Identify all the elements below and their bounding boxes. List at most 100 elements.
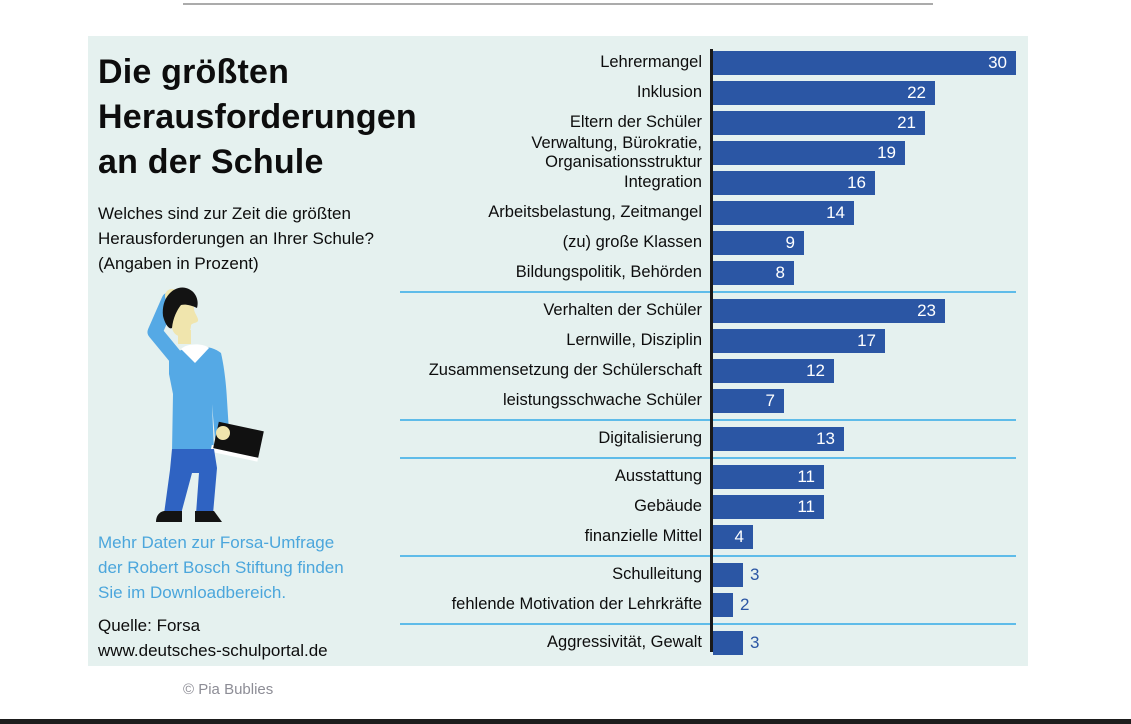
bar-chart: Lehrermangel 30 Inklusion 22 Eltern der Schü… <box>88 48 1028 660</box>
bar-area: 3 <box>710 628 1028 658</box>
bar-value: 16 <box>847 173 866 192</box>
bar: 11 <box>713 495 824 519</box>
bar: 17 <box>713 329 885 353</box>
bar-row: Schulleitung 3 <box>88 560 1028 590</box>
bar-area: 11 <box>710 462 1028 492</box>
bar-label: Lehrermangel <box>600 53 702 72</box>
bar-label: leistungsschwache Schüler <box>502 391 702 410</box>
bar-area: 3 <box>710 560 1028 590</box>
pants-shape <box>164 449 217 514</box>
infographic-title: Die größten Herausforderungen an der Sch… <box>98 53 417 181</box>
bar-label: Zusammensetzung der Schülerschaft <box>428 361 702 380</box>
bar-row: Verwaltung, Bürokratie, Organisationsstr… <box>88 134 1028 171</box>
bar: 11 <box>713 465 824 489</box>
bar-row: Verhalten der Schüler 23 <box>88 296 1028 326</box>
bar <box>713 631 743 655</box>
neck-shape <box>178 330 191 344</box>
bar-label: Integration <box>624 173 702 192</box>
bar-label: Gebäude <box>634 497 702 516</box>
bottom-window-edge <box>0 719 1131 724</box>
bar-row: Inklusion 22 <box>88 78 1028 108</box>
bar: 30 <box>713 51 1016 75</box>
person-scratching-head-illustration <box>147 287 264 522</box>
group-divider-line <box>400 457 1016 459</box>
bar-area: 17 <box>710 326 1028 356</box>
bar-value: 11 <box>797 497 815 516</box>
bar-row: Gebäude 11 <box>88 492 1028 522</box>
bar-row: leistungsschwache Schüler 7 <box>88 386 1028 416</box>
bar-label: finanzielle Mittel <box>584 527 702 546</box>
group-divider-line <box>400 623 1016 625</box>
bar-value: 3 <box>750 565 760 584</box>
bar <box>713 563 743 587</box>
bar-value: 21 <box>897 113 916 132</box>
bar-label: Lernwille, Disziplin <box>566 331 702 350</box>
group-divider-line <box>400 419 1016 421</box>
bar-label: Aggressivität, Gewalt <box>547 633 702 652</box>
bar-label: Ausstattung <box>614 467 702 486</box>
bar-value: 9 <box>785 233 795 252</box>
chart-rows: Lehrermangel 30 Inklusion 22 Eltern der Schü… <box>88 48 1028 658</box>
bar: 16 <box>713 171 875 195</box>
bar-area: 22 <box>710 78 1028 108</box>
collar-shape <box>181 344 209 363</box>
bar-label: Verhalten der Schüler <box>543 301 702 320</box>
bar-row: Eltern der Schüler 21 <box>88 108 1028 138</box>
bar-row: Ausstattung 11 <box>88 462 1028 492</box>
bar-row: Arbeitsbelastung, Zeitmangel 14 <box>88 198 1028 228</box>
infographic-card: Die größten Herausforderungen an der Sch… <box>88 36 1028 666</box>
bar-label: Eltern der Schüler <box>569 113 702 132</box>
bar-value: 7 <box>765 391 775 410</box>
bar-value: 2 <box>740 595 750 614</box>
hair-shape <box>162 287 198 329</box>
bar-label: Inklusion <box>636 83 702 102</box>
bar-row: Integration 16 <box>88 168 1028 198</box>
bar: 19 <box>713 141 905 165</box>
bar-value: 8 <box>775 263 785 282</box>
infographic-subtitle: Welches sind zur Zeit die größten Heraus… <box>98 204 374 273</box>
bar-area: 8 <box>710 258 1028 288</box>
bar-value: 4 <box>734 527 744 546</box>
bar-area: 19 <box>710 138 1028 168</box>
bar-area: 14 <box>710 198 1028 228</box>
bar-row: finanzielle Mittel 4 <box>88 522 1028 552</box>
bar-row: Lehrermangel 30 <box>88 48 1028 78</box>
bar-area: 12 <box>710 356 1028 386</box>
chart-axis-line <box>710 49 713 652</box>
bar: 8 <box>713 261 794 285</box>
source-text: Quelle: Forsa www.deutsches-schulportal.… <box>98 616 328 660</box>
top-divider-line <box>183 3 933 5</box>
bar-row: Bildungspolitik, Behörden 8 <box>88 258 1028 288</box>
bar <box>713 593 733 617</box>
bar: 14 <box>713 201 854 225</box>
bar-value: 12 <box>806 361 825 380</box>
bar: 12 <box>713 359 834 383</box>
bar-label: Verwaltung, Bürokratie, Organisationsstr… <box>531 133 702 171</box>
bar-value: 19 <box>877 143 896 162</box>
bar-row: fehlende Motivation der Lehrkräfte 2 <box>88 590 1028 620</box>
bar: 23 <box>713 299 945 323</box>
bar-row: Zusammensetzung der Schülerschaft 12 <box>88 356 1028 386</box>
book-hand-shape <box>216 426 230 440</box>
bar-label: Bildungspolitik, Behörden <box>515 263 702 282</box>
bar-label: Schulleitung <box>612 565 702 584</box>
bar-area: 2 <box>710 590 1028 620</box>
credit-text: © Pia Bublies <box>183 681 274 698</box>
bar-value: 13 <box>816 429 835 448</box>
bar-value: 17 <box>857 331 876 350</box>
bar: 7 <box>713 389 784 413</box>
bar-value: 23 <box>917 301 936 320</box>
bar: 22 <box>713 81 935 105</box>
bar-value: 22 <box>907 83 926 102</box>
bar: 4 <box>713 525 753 549</box>
bar: 21 <box>713 111 925 135</box>
bar-label: fehlende Motivation der Lehrkräfte <box>451 595 702 614</box>
download-note: Mehr Daten zur Forsa-Umfrage der Robert … <box>98 533 344 602</box>
bar-area: 21 <box>710 108 1028 138</box>
right-shoe-shape <box>195 511 222 522</box>
group-divider-line <box>400 555 1016 557</box>
sweater-shape <box>169 346 229 452</box>
left-shoe-shape <box>156 511 182 522</box>
bar-label: Arbeitsbelastung, Zeitmangel <box>488 203 702 222</box>
